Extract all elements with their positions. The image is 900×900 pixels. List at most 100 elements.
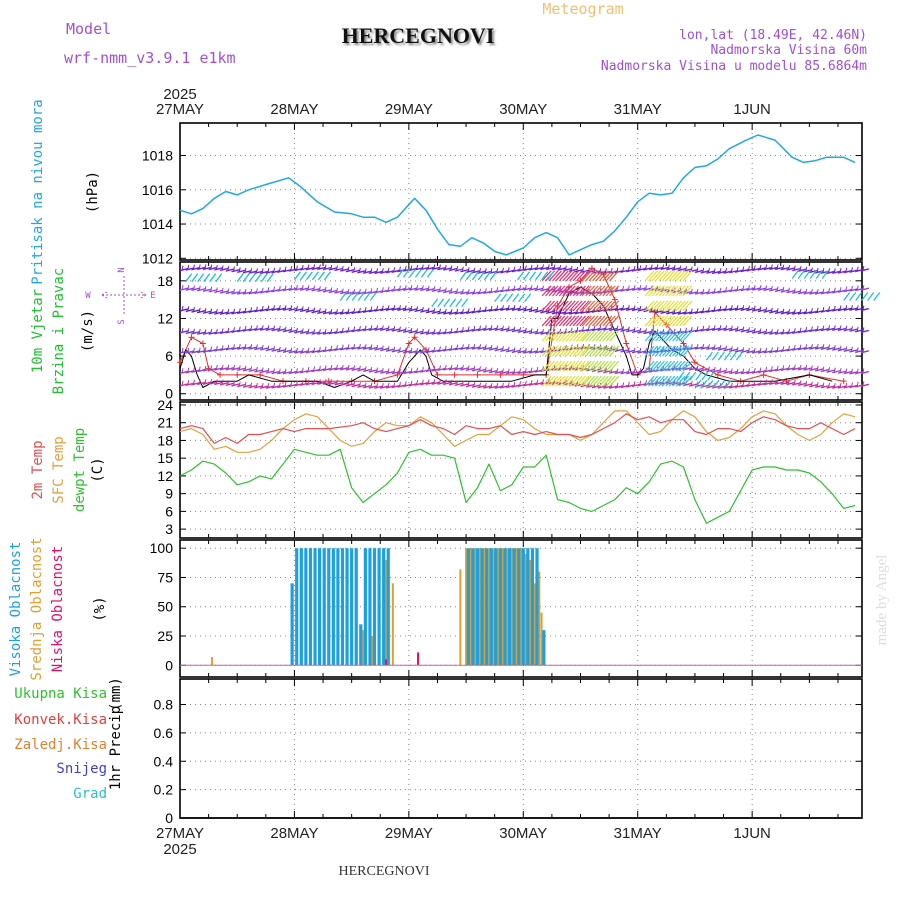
wind-barb	[318, 286, 321, 292]
wind-barb	[603, 327, 612, 331]
wind-barb	[536, 264, 539, 270]
wind-barb	[214, 331, 223, 335]
wind-barb	[443, 289, 452, 294]
wind-barb	[700, 346, 709, 350]
wind-barb	[668, 330, 679, 342]
wind-barb	[237, 291, 246, 295]
wind-barb	[725, 305, 728, 311]
wind-barb	[856, 326, 859, 332]
cloud-bar	[295, 548, 299, 666]
wind-barb	[404, 327, 407, 333]
wind-barb	[700, 310, 709, 314]
wind-barb	[579, 315, 590, 327]
wind-barb	[192, 379, 195, 385]
wind-barb	[284, 368, 287, 374]
cloud-bar	[526, 548, 530, 666]
wind-barb	[717, 270, 726, 275]
wind-barb	[651, 345, 662, 357]
gust-marker	[405, 340, 412, 347]
cloud-bar	[483, 548, 486, 666]
wind-barb	[237, 310, 246, 315]
wind-barb	[500, 385, 509, 389]
wind-barb	[633, 381, 636, 387]
wind-barb	[473, 325, 476, 332]
wind-barb	[191, 350, 200, 354]
wind-barb	[410, 305, 413, 312]
cloud-bar	[386, 548, 390, 666]
cloud-bar	[538, 571, 541, 666]
wind-barb	[707, 288, 710, 294]
wind-barb	[248, 384, 257, 389]
wind-barb	[665, 285, 676, 297]
wind-barb	[810, 365, 813, 371]
wind-barb	[747, 305, 750, 311]
wind-barb	[673, 264, 676, 271]
wind-barb	[290, 381, 293, 387]
wind-barb	[311, 381, 320, 386]
wind-barb	[351, 383, 360, 388]
wind-barb	[473, 343, 476, 350]
wind-barb	[380, 327, 389, 332]
wind-barb	[711, 351, 719, 361]
wind-barb	[278, 325, 281, 332]
wind-barb	[696, 326, 699, 332]
wind-barb	[237, 269, 246, 273]
panel-temperature	[179, 401, 863, 539]
wind-barb	[568, 311, 578, 315]
wind-barb	[860, 287, 870, 291]
wind-barb	[517, 350, 526, 354]
cloud-bar	[391, 583, 394, 666]
wind-barb	[334, 382, 343, 386]
wind-barb	[374, 270, 383, 275]
wind-barb	[581, 315, 592, 327]
wind-barb	[311, 349, 320, 354]
wind-barb	[380, 307, 389, 312]
wind-barb	[769, 381, 778, 386]
wind-barb	[672, 315, 683, 327]
wind-barb	[277, 384, 286, 389]
wind-barb	[295, 380, 298, 386]
wind-barb	[757, 330, 767, 335]
wind-barb	[850, 305, 853, 311]
wind-barb	[643, 287, 652, 291]
wind-barb	[340, 382, 349, 387]
wind-barb	[483, 308, 492, 313]
wind-barb	[391, 288, 400, 292]
wind-barb	[605, 315, 616, 327]
wind-barb	[558, 315, 569, 327]
precip-legend-label: Konvek.Kisa	[14, 712, 107, 728]
wind-barb	[648, 300, 659, 312]
wind-barb	[227, 327, 230, 333]
wind-barb	[689, 371, 697, 381]
wind-barb	[494, 347, 503, 352]
wind-barb	[665, 270, 676, 282]
wind-barb	[626, 349, 635, 354]
wind-barb	[420, 382, 429, 386]
wind-barb	[369, 292, 377, 301]
wind-barb	[271, 270, 280, 274]
wind-barb	[393, 285, 396, 292]
wind-barb	[233, 288, 235, 295]
wind-barb	[187, 367, 190, 373]
wind-barb	[620, 269, 629, 273]
wind-barb	[433, 379, 436, 385]
wind-barb	[530, 306, 533, 312]
wind-barb	[581, 300, 592, 312]
wind-barb	[393, 368, 396, 374]
wind-barb	[614, 328, 624, 332]
wind-barb	[552, 270, 562, 282]
y-tick-label: 0.6	[154, 725, 174, 741]
gust-marker	[714, 371, 721, 378]
wind-barb	[237, 383, 246, 388]
wind-barb	[572, 285, 583, 297]
wind-barb	[483, 369, 492, 373]
y-tick-label: 6	[165, 348, 173, 364]
wind-barb	[340, 290, 349, 295]
wind-barb	[376, 268, 379, 274]
wind-barb	[706, 309, 715, 313]
wind-barb	[471, 271, 479, 281]
wind-barb	[248, 273, 256, 283]
wind-barb	[631, 383, 641, 388]
wind-barb	[828, 325, 831, 331]
wind-barb	[410, 368, 413, 374]
